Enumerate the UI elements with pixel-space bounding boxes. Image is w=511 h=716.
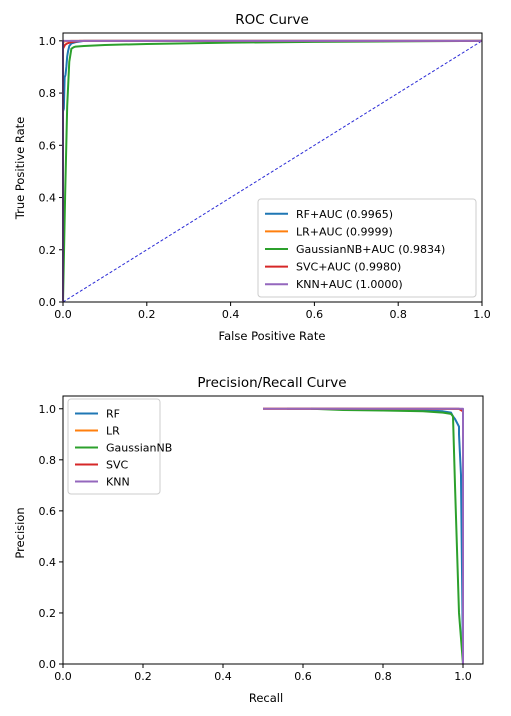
y-tick-label: 0.0 (39, 658, 57, 671)
plot-area (263, 407, 464, 665)
legend-label: LR (106, 425, 120, 438)
y-tick-label: 1.0 (39, 35, 57, 48)
chart-title: ROC Curve (235, 12, 309, 28)
series-line-rf (287, 407, 464, 665)
y-tick-label: 0.6 (39, 139, 57, 152)
x-tick-label: 0.8 (389, 308, 407, 321)
y-tick-label: 0.0 (39, 296, 57, 309)
y-tick-label: 0.2 (39, 244, 57, 257)
x-tick-label: 0.6 (294, 670, 312, 683)
series-line-svc (263, 407, 464, 664)
y-tick-label: 0.4 (39, 556, 57, 569)
y-tick-label: 0.2 (39, 607, 57, 620)
x-tick-label: 0.4 (222, 308, 240, 321)
x-tick-label: 0.2 (138, 308, 156, 321)
x-axis-label: Recall (249, 691, 283, 705)
legend-box (67, 398, 161, 495)
x-tick-label: 0.2 (134, 670, 152, 683)
y-axis-label: True Positive Rate (13, 117, 27, 220)
legend-label: LR+AUC (0.9999) (296, 225, 393, 238)
plot-frame (62, 32, 483, 303)
y-tick-label: 0.6 (39, 505, 57, 518)
y-tick-label: 1.0 (39, 403, 57, 416)
legend-label: SVC+AUC (0.9980) (296, 261, 401, 274)
x-tick-label: 0.0 (54, 308, 72, 321)
axis-ticks: 0.0 0.2 0.4 0.6 0.8 1.0 0.0 0.2 0.4 0.6 0.8 1.0 (39, 403, 472, 683)
x-tick-label: 1.0 (454, 670, 472, 683)
legend-label: KNN (106, 476, 130, 489)
legend: RF+AUC (0.9965) LR+AUC (0.9999) GaussianNB… (257, 198, 477, 298)
plot-frame (62, 395, 484, 665)
series-line-knn (263, 407, 464, 664)
y-tick-label: 0.4 (39, 192, 57, 205)
legend: RF LR GaussianNB SVC KNN (67, 398, 172, 495)
axis-ticks: 0.0 0.2 0.4 0.6 0.8 1.0 0.0 0.2 0.4 0.6 0.8 1.0 (39, 35, 491, 321)
x-tick-label: 1.0 (473, 308, 491, 321)
diagonal-reference-line (62, 40, 483, 303)
series-line-gaussiannb-auc-0-9834 (62, 39, 483, 303)
y-tick-label: 0.8 (39, 454, 57, 467)
x-tick-label: 0.6 (306, 308, 324, 321)
legend-label: RF (106, 408, 120, 421)
legend-label: GaussianNB+AUC (0.9834) (296, 243, 445, 256)
x-tick-label: 0.8 (374, 670, 392, 683)
legend-label: GaussianNB (106, 442, 172, 455)
legend-label: RF+AUC (0.9965) (296, 208, 393, 221)
series-line-gaussiannb (310, 407, 464, 665)
chart-title: Precision/Recall Curve (197, 375, 346, 391)
y-axis-label: Precision (13, 507, 27, 558)
precision-recall-chart: Precision/Recall Curve Recall Precision … (13, 375, 484, 705)
x-tick-label: 0.0 (54, 670, 72, 683)
x-axis-label: False Positive Rate (219, 329, 326, 343)
legend-label: KNN+AUC (1.0000) (296, 278, 403, 291)
legend-label: SVC (106, 459, 129, 472)
x-tick-label: 0.4 (214, 670, 232, 683)
legend-box (257, 198, 477, 298)
roc-chart: ROC Curve False Positive Rate True Posit… (13, 12, 491, 343)
series-line-lr (263, 407, 464, 664)
y-tick-label: 0.8 (39, 87, 57, 100)
